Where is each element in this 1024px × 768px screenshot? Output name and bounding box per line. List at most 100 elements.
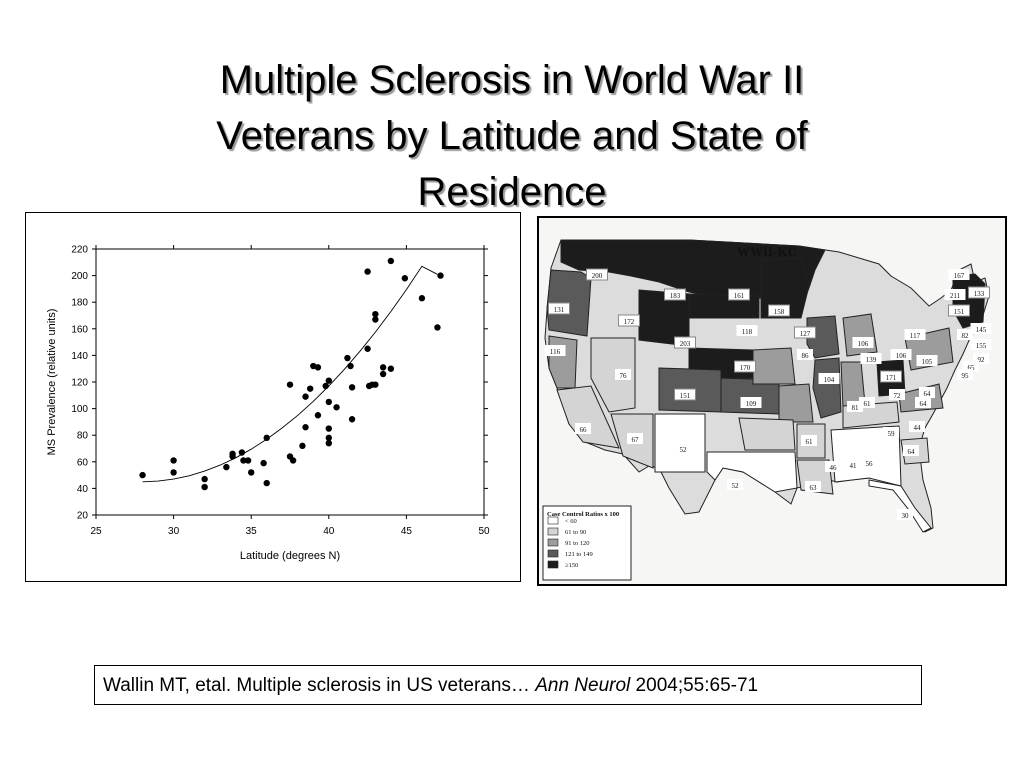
y-tick-label: 120 xyxy=(71,378,88,389)
state-value-box xyxy=(890,349,912,360)
data-point xyxy=(325,398,332,406)
state-value-box xyxy=(674,336,696,349)
state-value-label: 116 xyxy=(550,348,561,356)
state-value-label: 183 xyxy=(670,292,681,300)
title-line-3: Residence xyxy=(417,170,607,214)
state-value-box xyxy=(664,288,686,301)
state-value-box xyxy=(734,360,756,373)
state-value-box xyxy=(615,369,631,380)
state-value-label: 211 xyxy=(950,292,961,300)
data-point xyxy=(325,434,332,442)
state-value-label: 106 xyxy=(896,352,907,360)
state-value-label: 52 xyxy=(732,482,740,490)
state-value-label: 133 xyxy=(974,290,985,298)
state-value-box xyxy=(794,326,816,339)
state-value-box xyxy=(968,286,990,299)
state-value-box xyxy=(970,323,992,334)
data-point xyxy=(348,384,356,391)
data-point xyxy=(244,457,252,464)
citation-authors: Wallin MT, etal. Multiple sclerosis in U… xyxy=(103,675,536,696)
state-value-box xyxy=(801,435,817,446)
state-value-box xyxy=(627,433,643,444)
state-value-box xyxy=(675,443,691,454)
state-value-box xyxy=(957,369,973,380)
state-value-label: 139 xyxy=(866,356,877,364)
state-value-box xyxy=(674,388,696,401)
region-fl xyxy=(868,479,932,533)
state-value-box xyxy=(586,268,608,281)
legend-label: 121 to 149 xyxy=(565,551,593,558)
legend-label: 91 to 120 xyxy=(565,540,590,547)
state-value-box xyxy=(805,481,821,492)
state-value-label: 61 xyxy=(864,400,872,408)
data-point xyxy=(289,457,297,464)
y-tick-label: 80 xyxy=(77,431,89,442)
data-point xyxy=(139,471,146,479)
data-point xyxy=(379,370,387,378)
state-value-box xyxy=(852,337,874,348)
state-value-box xyxy=(618,314,640,327)
data-point xyxy=(240,457,247,464)
data-point xyxy=(170,469,177,476)
x-tick-label: 40 xyxy=(323,526,335,537)
legend-swatch xyxy=(547,516,559,525)
data-point xyxy=(347,362,354,370)
data-point xyxy=(387,257,395,265)
state-value-label: 82 xyxy=(962,332,970,340)
state-value-label: 167 xyxy=(954,272,965,280)
region-tx xyxy=(706,451,798,493)
state-value-label: 65 xyxy=(968,364,976,372)
data-point xyxy=(372,310,379,318)
state-value-box xyxy=(880,370,902,383)
state-value-label: 155 xyxy=(976,342,987,350)
state-value-label: 104 xyxy=(824,376,835,384)
y-tick-label: 60 xyxy=(77,457,89,468)
data-point xyxy=(238,449,246,456)
slide-title: Multiple Sclerosis in World War II Veter… xyxy=(100,52,924,220)
y-tick-label: 20 xyxy=(77,511,89,522)
state-value-box xyxy=(944,289,966,300)
state-value-box xyxy=(883,427,899,438)
citation-journal: Ann Neurol xyxy=(535,675,631,696)
data-point xyxy=(437,272,444,279)
x-tick-label: 30 xyxy=(168,526,180,537)
state-value-label: 41 xyxy=(850,462,858,470)
state-value-box xyxy=(818,373,840,384)
state-value-label: 127 xyxy=(800,330,811,338)
state-value-label: 64 xyxy=(924,390,932,398)
data-point xyxy=(302,393,309,400)
state-value-label: 106 xyxy=(858,340,869,348)
data-point xyxy=(229,450,236,458)
data-point xyxy=(348,416,356,423)
state-value-box xyxy=(825,461,841,472)
us-map-panel: WWII-KC Case Control Ratios x 100 < 60 61… xyxy=(537,216,1007,586)
citation-ref: 2004;55:65-71 xyxy=(630,675,759,696)
data-point xyxy=(364,345,371,352)
state-value-box xyxy=(889,389,905,400)
region-nv-ut xyxy=(590,337,636,413)
state-value-box xyxy=(904,329,926,340)
data-point xyxy=(263,434,270,442)
y-tick-label: 180 xyxy=(71,298,88,309)
y-tick-label: 220 xyxy=(71,245,88,256)
title-line-2: Veterans by Latitude and State of xyxy=(216,114,808,158)
state-value-label: 76 xyxy=(620,372,628,380)
map-title: WWII-KC xyxy=(737,244,797,259)
data-point xyxy=(302,424,309,431)
state-value-box xyxy=(740,397,762,408)
state-value-label: 170 xyxy=(740,364,751,372)
state-value-box xyxy=(919,387,935,398)
scatter-chart: 25 30 35 40 45 50 20 40 60 80 100 120 140 160 180 200 22… xyxy=(46,245,490,563)
state-value-label: 59 xyxy=(888,430,896,438)
x-tick-label: 50 xyxy=(478,526,490,537)
y-tick-label: 40 xyxy=(77,484,89,495)
map-legend-title: Case Control Ratios x 100 xyxy=(547,511,619,518)
state-value-box xyxy=(727,479,743,490)
state-value-label: 95 xyxy=(962,372,970,380)
y-tick-label: 160 xyxy=(71,324,88,335)
data-point xyxy=(325,439,332,447)
y-tick-label: 200 xyxy=(71,271,88,282)
state-value-label: 56 xyxy=(866,460,874,468)
state-value-label: 200 xyxy=(592,272,603,280)
state-value-label: 117 xyxy=(910,332,921,340)
